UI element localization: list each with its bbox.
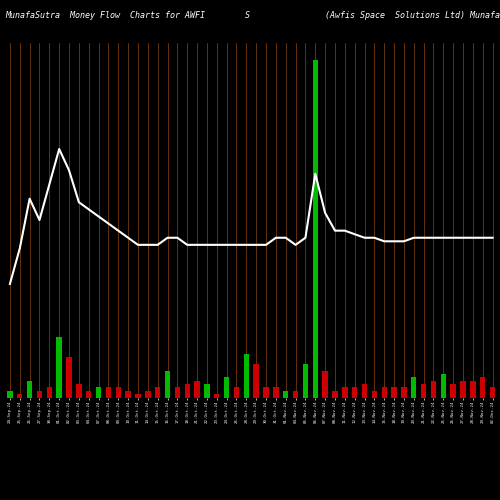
Bar: [264, 388, 268, 398]
Bar: [126, 391, 131, 398]
Bar: [184, 384, 190, 398]
Bar: [37, 391, 42, 398]
Bar: [244, 354, 249, 398]
Bar: [362, 384, 367, 398]
Bar: [116, 388, 121, 398]
Bar: [234, 388, 239, 398]
Text: MunafaSutra  Money Flow  Charts for AWFI        S               (Awfis Space  So: MunafaSutra Money Flow Charts for AWFI S…: [5, 11, 500, 20]
Bar: [431, 380, 436, 398]
Bar: [450, 384, 456, 398]
Bar: [56, 337, 62, 398]
Bar: [254, 364, 259, 398]
Bar: [96, 388, 102, 398]
Bar: [155, 388, 160, 398]
Bar: [273, 388, 278, 398]
Bar: [17, 394, 22, 398]
Bar: [224, 378, 230, 398]
Bar: [352, 388, 358, 398]
Bar: [204, 384, 210, 398]
Bar: [470, 380, 476, 398]
Bar: [76, 384, 82, 398]
Bar: [332, 391, 338, 398]
Bar: [392, 388, 397, 398]
Bar: [214, 394, 220, 398]
Bar: [145, 391, 150, 398]
Bar: [302, 364, 308, 398]
Bar: [372, 391, 377, 398]
Bar: [136, 394, 140, 398]
Bar: [86, 391, 92, 398]
Bar: [46, 388, 52, 398]
Bar: [106, 388, 111, 398]
Bar: [174, 388, 180, 398]
Bar: [490, 388, 496, 398]
Bar: [421, 384, 426, 398]
Bar: [401, 388, 406, 398]
Bar: [194, 380, 200, 398]
Bar: [480, 378, 486, 398]
Bar: [27, 380, 32, 398]
Bar: [342, 388, 347, 398]
Bar: [312, 60, 318, 398]
Bar: [440, 374, 446, 398]
Bar: [411, 378, 416, 398]
Bar: [460, 380, 466, 398]
Bar: [293, 391, 298, 398]
Bar: [322, 370, 328, 398]
Bar: [283, 391, 288, 398]
Bar: [165, 370, 170, 398]
Bar: [382, 388, 387, 398]
Bar: [7, 391, 12, 398]
Bar: [66, 357, 71, 398]
